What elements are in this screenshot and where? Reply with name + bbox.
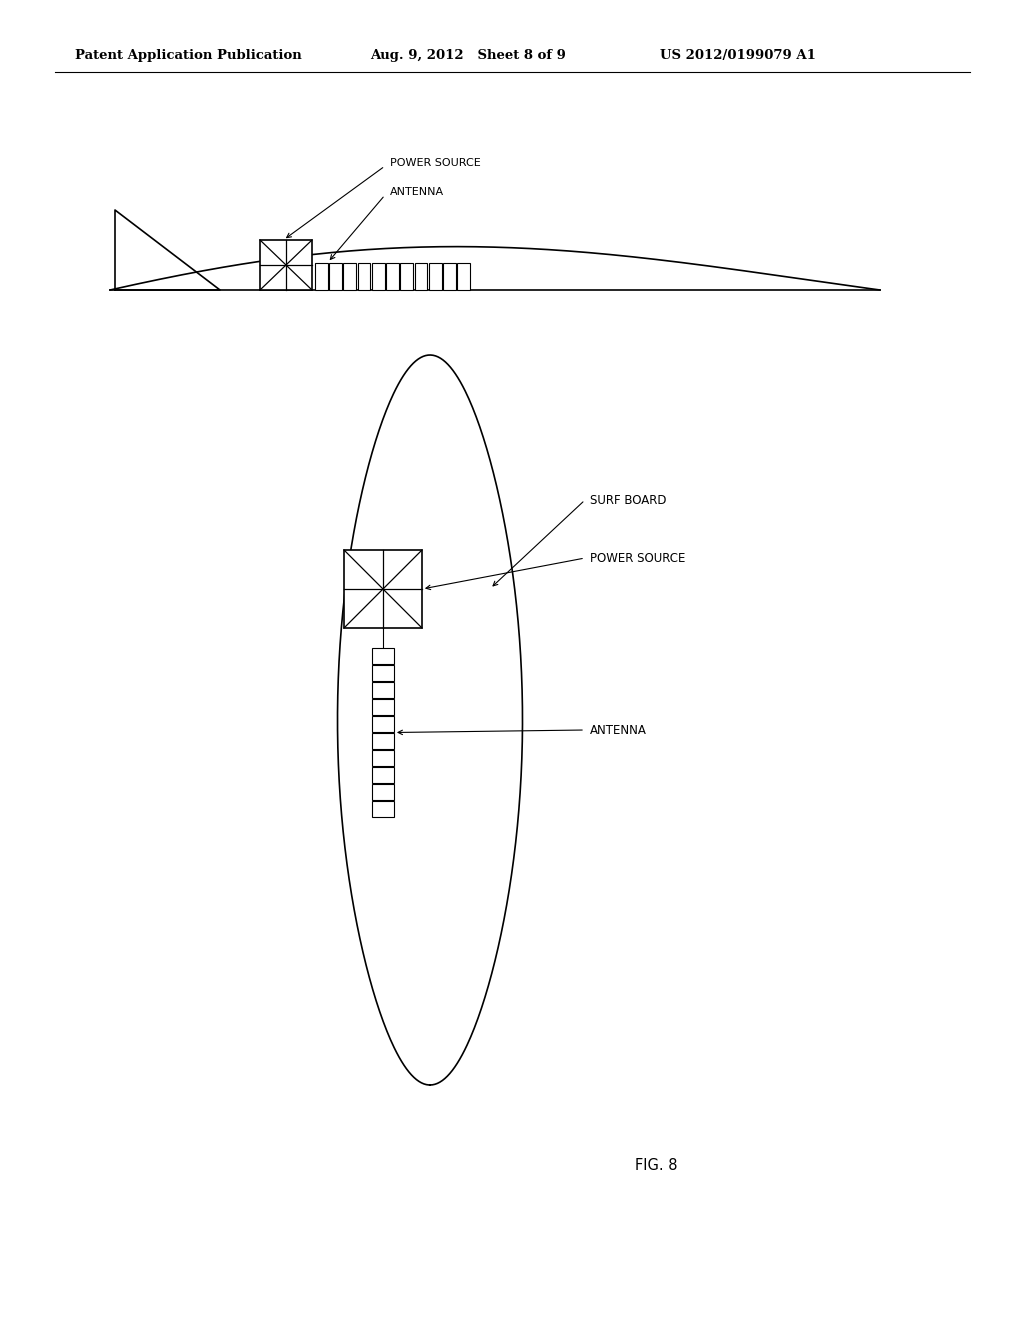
Bar	[343, 263, 356, 290]
Bar	[372, 700, 394, 715]
Text: SURF BOARD: SURF BOARD	[590, 494, 667, 507]
Bar	[415, 263, 427, 290]
Bar	[260, 240, 312, 290]
Bar	[372, 682, 394, 698]
Bar	[372, 733, 394, 748]
Text: Aug. 9, 2012   Sheet 8 of 9: Aug. 9, 2012 Sheet 8 of 9	[370, 49, 566, 62]
Bar	[330, 263, 342, 290]
Bar	[372, 784, 394, 800]
Bar	[372, 715, 394, 733]
Bar	[443, 263, 456, 290]
Bar	[372, 767, 394, 783]
Bar	[400, 263, 413, 290]
Bar	[372, 665, 394, 681]
Text: Patent Application Publication: Patent Application Publication	[75, 49, 302, 62]
Bar	[429, 263, 441, 290]
Text: ANTENNA: ANTENNA	[390, 187, 444, 197]
Bar	[386, 263, 399, 290]
Bar	[372, 801, 394, 817]
Text: ANTENNA: ANTENNA	[590, 723, 647, 737]
Bar	[458, 263, 470, 290]
Text: US 2012/0199079 A1: US 2012/0199079 A1	[660, 49, 816, 62]
Bar	[372, 648, 394, 664]
Bar	[344, 550, 422, 628]
Text: POWER SOURCE: POWER SOURCE	[590, 552, 685, 565]
Text: FIG. 8: FIG. 8	[635, 1158, 678, 1172]
Bar	[357, 263, 371, 290]
Bar	[315, 263, 328, 290]
Bar	[372, 263, 385, 290]
Text: POWER SOURCE: POWER SOURCE	[390, 158, 480, 168]
Bar	[372, 750, 394, 766]
